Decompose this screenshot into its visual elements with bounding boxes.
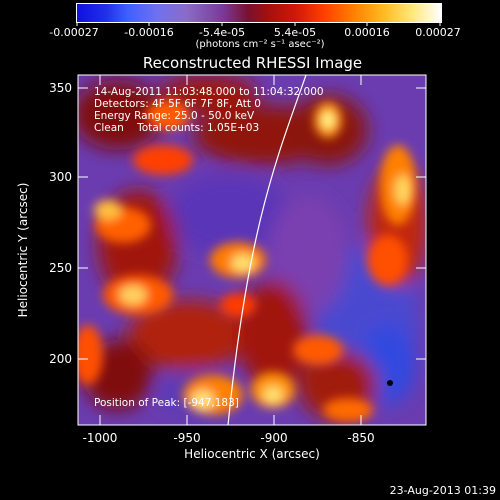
peak-position-label: Position of Peak: [-947,183] <box>94 397 239 409</box>
info-line: Clean Total counts: 1.05E+03 <box>94 122 260 134</box>
colorbar-axis <box>76 22 441 26</box>
y-tick-label: 200 <box>49 352 72 366</box>
colorbar-tick-label: 0.00027 <box>415 26 461 39</box>
y-tick-label: 300 <box>49 170 72 184</box>
x-tick-label: -900 <box>260 431 288 445</box>
colorbar-tick-label: -0.00027 <box>49 26 99 39</box>
plot-title: Reconstructed RHESSI Image <box>142 54 363 72</box>
x-tick-label: -950 <box>173 431 201 445</box>
y-tick-label: 350 <box>49 81 72 95</box>
footer-timestamp: 23-Aug-2013 01:39 <box>389 484 496 497</box>
peak-marker <box>387 380 393 386</box>
colorbar <box>76 3 442 23</box>
y-tick-label: 250 <box>49 261 72 275</box>
y-axis-label: Heliocentric Y (arcsec) <box>16 182 30 318</box>
colorbar-units-label: (photons cm⁻² s⁻¹ asec⁻²) <box>195 39 325 50</box>
x-axis-label: Heliocentric X (arcsec) <box>184 447 320 461</box>
colorbar-tick-label: 0.00016 <box>344 26 390 39</box>
x-tick-label: -1000 <box>82 431 118 445</box>
info-line: Detectors: 4F 5F 6F 7F 8F, Att 0 <box>94 98 261 110</box>
x-tick-label: -850 <box>347 431 375 445</box>
info-line: 14-Aug-2011 11:03:48.000 to 11:04:32.000 <box>94 86 324 98</box>
colorbar-tick-label: 5.4e-05 <box>273 26 317 39</box>
rhessi-image <box>78 75 426 425</box>
info-line: Energy Range: 25.0 - 50.0 keV <box>94 110 255 122</box>
colorbar-tick-label: -5.4e-05 <box>198 26 246 39</box>
solar-limb-curve <box>227 75 307 425</box>
colorbar-tick-label: -0.00016 <box>124 26 174 39</box>
